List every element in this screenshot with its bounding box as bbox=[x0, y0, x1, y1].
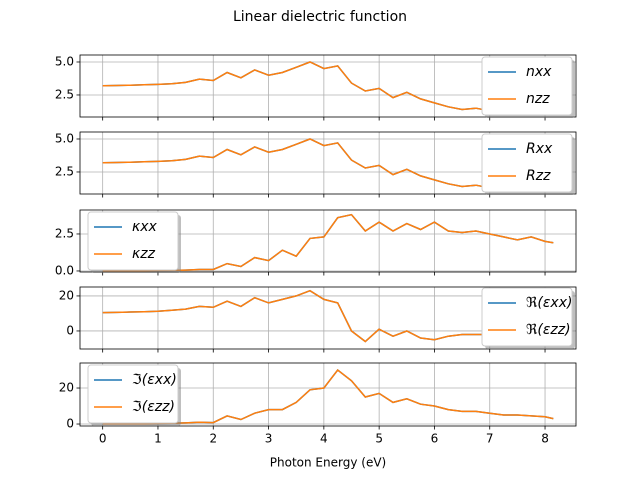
x-tick-label: 8 bbox=[541, 432, 549, 446]
legend: ℜ(εxx) ℜ(εzz) bbox=[481, 287, 575, 349]
legend-label: nzz bbox=[526, 91, 550, 107]
y-tick-label: 2.5 bbox=[55, 226, 74, 240]
y-tick-label: 20 bbox=[59, 381, 74, 395]
y-tick-label: 0 bbox=[66, 323, 74, 337]
y-tick-label: 5.0 bbox=[55, 131, 74, 145]
axes-frame bbox=[79, 286, 577, 350]
legend: nxx nzz bbox=[481, 56, 575, 118]
y-tick-label: 5.0 bbox=[55, 54, 74, 68]
y-tick-label: 0 bbox=[66, 417, 74, 431]
legend: κxx κzz bbox=[87, 211, 181, 273]
legend-label: Rxx bbox=[526, 141, 553, 157]
y-tick-label: 0.0 bbox=[55, 263, 74, 277]
legend: ℑ(εxx) ℑ(εzz) bbox=[87, 364, 181, 426]
axes-frame bbox=[79, 54, 577, 118]
x-axis-label: Photon Energy (eV) bbox=[270, 456, 386, 470]
axes-frame bbox=[79, 209, 577, 273]
x-tick-label: 4 bbox=[320, 432, 328, 446]
axes-frame bbox=[79, 131, 577, 195]
x-tick-label: 1 bbox=[154, 432, 162, 446]
legend-label: ℑ(εxx) bbox=[132, 372, 177, 388]
figure-title: Linear dielectric function bbox=[233, 9, 407, 25]
y-tick-label: 20 bbox=[59, 288, 74, 302]
legend-label: nxx bbox=[526, 64, 552, 80]
x-tick-label: 3 bbox=[265, 432, 273, 446]
x-tick-label: 0 bbox=[99, 432, 107, 446]
x-tick-label: 2 bbox=[209, 432, 217, 446]
legend-label: ℑ(εzz) bbox=[132, 399, 175, 415]
legend-label: ℜ(εxx) bbox=[526, 295, 572, 311]
x-tick-label: 7 bbox=[486, 432, 494, 446]
x-tick-label: 6 bbox=[431, 432, 439, 446]
legend-label: Rzz bbox=[526, 168, 551, 184]
axes: 2.5 5.0 bbox=[55, 131, 577, 198]
x-tick-label: 5 bbox=[375, 432, 383, 446]
axes-frame bbox=[79, 362, 577, 427]
y-tick-label: 2.5 bbox=[55, 87, 74, 101]
legend-label: κxx bbox=[132, 219, 158, 235]
legend-label: ℜ(εzz) bbox=[526, 322, 571, 338]
y-tick-label: 2.5 bbox=[55, 164, 74, 178]
legend: Rxx Rzz bbox=[481, 133, 575, 195]
legend-label: κzz bbox=[132, 246, 156, 262]
